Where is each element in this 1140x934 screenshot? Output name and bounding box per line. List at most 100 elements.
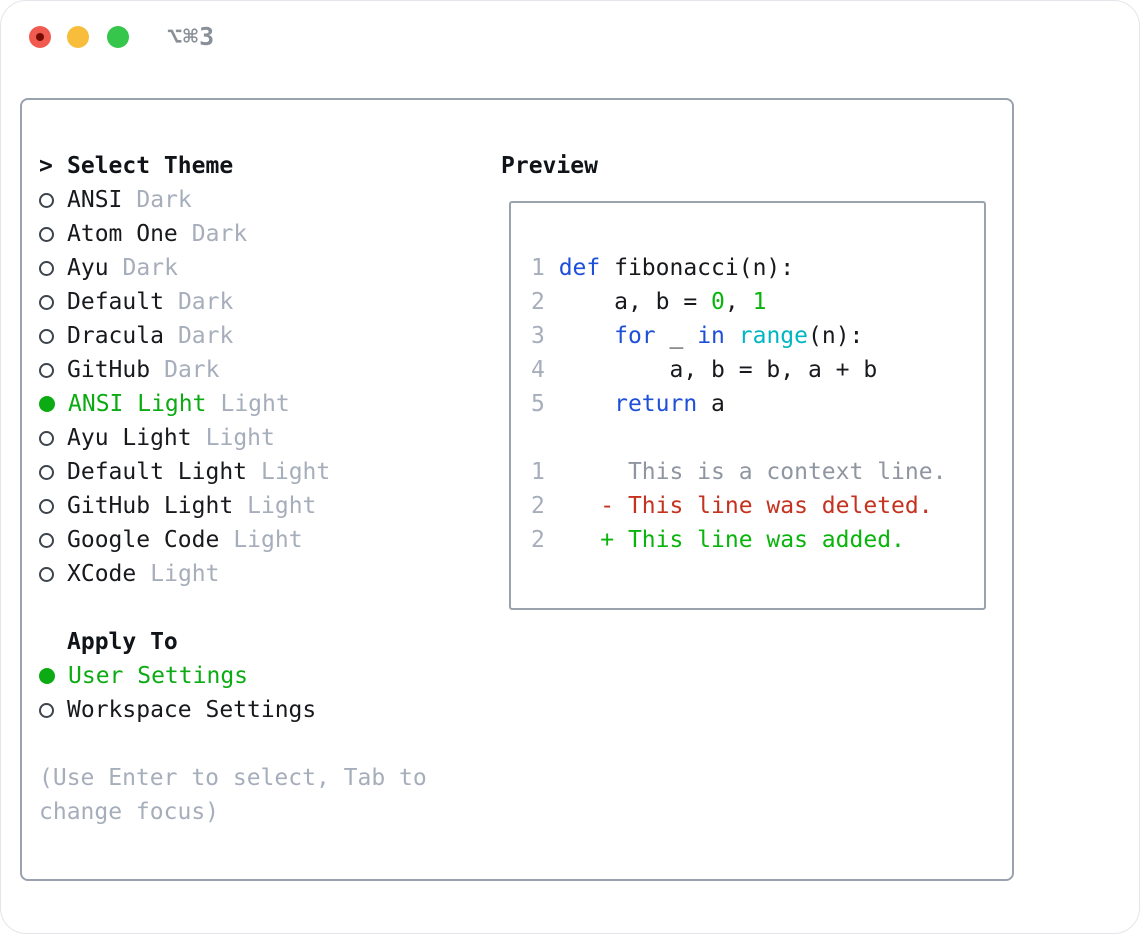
line-number: 3 <box>531 323 559 349</box>
window-title: ⌥⌘3 <box>167 22 216 51</box>
theme-option-ansi[interactable]: ANSI Dark <box>39 183 427 217</box>
diff-deleted-line: 2 - This line was deleted. <box>531 489 984 523</box>
cursor-caret-icon: > <box>39 153 53 179</box>
apply-option-label: Workspace Settings <box>67 697 317 723</box>
theme-name: Ayu <box>67 255 109 281</box>
line-number: 2 <box>531 289 559 315</box>
theme-name: Dracula <box>67 323 164 349</box>
theme-variant: Light <box>205 425 275 451</box>
radio-unselected-icon <box>39 226 54 242</box>
theme-name: Default Light <box>67 459 248 485</box>
radio-unselected-icon <box>39 430 54 446</box>
code-token: _ <box>655 323 698 349</box>
diff-added-line: 2 + This line was added. <box>531 523 984 557</box>
theme-name: Ayu Light <box>67 425 192 451</box>
apply-option-label: User Settings <box>68 663 249 689</box>
code-token: in <box>697 323 725 349</box>
code-token: 0 <box>711 289 725 315</box>
code-token: This is a context line. <box>558 459 947 485</box>
theme-variant: Dark <box>122 255 178 281</box>
select-theme-title: Select Theme <box>67 153 234 179</box>
theme-option-github[interactable]: GitHub Dark <box>39 353 427 387</box>
code-token <box>725 323 739 349</box>
theme-variant: Dark <box>191 221 248 247</box>
line-number: 4 <box>531 357 559 383</box>
theme-variant: Dark <box>177 323 234 349</box>
code-line-1: 1 def fibonacci(n): <box>531 251 984 285</box>
theme-variant: Light <box>233 527 303 553</box>
code-token: a, b = <box>558 289 712 315</box>
theme-name: GitHub Light <box>67 493 234 519</box>
theme-name: XCode <box>67 561 137 587</box>
line-number: 2 <box>531 527 559 553</box>
diff-context-line: 1 This is a context line. <box>531 455 984 489</box>
code-token: a, b = b, a + b <box>558 357 878 383</box>
theme-name: GitHub <box>67 357 151 383</box>
code-token: for <box>614 323 656 349</box>
code-token: range <box>738 323 808 349</box>
theme-option-ayu-light[interactable]: Ayu Light Light <box>39 421 427 455</box>
theme-variant: Light <box>261 459 331 485</box>
code-line-5: 5 return a <box>531 387 984 421</box>
line-number <box>531 425 545 451</box>
code-token: return <box>614 391 698 417</box>
theme-name: Atom One <box>67 221 178 247</box>
theme-option-default[interactable]: Default Dark <box>39 285 427 319</box>
theme-option-github-light[interactable]: GitHub Light Light <box>39 489 427 523</box>
theme-list: ANSI Dark Atom One Dark Ayu Dark Default Dark Dr… <box>39 183 427 591</box>
radio-selected-icon <box>39 668 55 684</box>
apply-option-workspace-settings[interactable]: Workspace Settings <box>39 693 427 727</box>
code-preview: 1 def fibonacci(n): 2 a, b = 0, 1 3 for _ … <box>531 251 984 557</box>
hint-line: (Use Enter to select, Tab to <box>39 765 427 791</box>
theme-option-default-light[interactable]: Default Light Light <box>39 455 427 489</box>
apply-to-header: Apply To <box>67 629 178 655</box>
line-number: 1 <box>531 255 559 281</box>
preview-header: Preview <box>501 153 598 179</box>
radio-unselected-icon <box>39 260 54 276</box>
code-token: (n): <box>808 323 864 349</box>
theme-option-google-code[interactable]: Google Code Light <box>39 523 427 557</box>
code-line-3: 3 for _ in range(n): <box>531 319 984 353</box>
maximize-button[interactable] <box>107 26 129 48</box>
code-token: - This line was deleted. <box>558 493 933 519</box>
line-number: 5 <box>531 391 559 417</box>
theme-name: Google Code <box>67 527 220 553</box>
code-token: 1 <box>752 289 767 315</box>
radio-unselected-icon <box>39 192 54 208</box>
theme-variant: Dark <box>136 187 192 213</box>
close-button[interactable] <box>29 26 51 48</box>
theme-option-xcode[interactable]: XCode Light <box>39 557 427 591</box>
theme-variant: Light <box>150 561 220 587</box>
theme-option-atom-one[interactable]: Atom One Dark <box>39 217 427 251</box>
theme-variant: Light <box>247 493 317 519</box>
code-token: a <box>697 391 725 417</box>
minimize-button[interactable] <box>67 26 89 48</box>
radio-unselected-icon <box>39 702 54 718</box>
theme-option-ansi-light[interactable]: ANSI Light Light <box>39 387 427 421</box>
preview-pane: 1 def fibonacci(n): 2 a, b = 0, 1 3 for _ … <box>509 201 986 610</box>
blank-line <box>531 421 984 455</box>
hint-line: change focus) <box>39 799 220 825</box>
theme-variant: Dark <box>177 289 234 315</box>
theme-name: Default <box>67 289 164 315</box>
radio-unselected-icon <box>39 328 54 344</box>
radio-unselected-icon <box>39 464 54 480</box>
hint-text: (Use Enter to select, Tab to change focus… <box>39 761 427 829</box>
radio-unselected-icon <box>39 498 54 514</box>
radio-unselected-icon <box>39 294 54 310</box>
code-token: def <box>558 255 601 281</box>
code-token: fibonacci(n): <box>600 255 795 281</box>
code-token <box>559 323 614 349</box>
code-line-4: 4 a, b = b, a + b <box>531 353 984 387</box>
theme-name: ANSI <box>67 187 123 213</box>
theme-option-dracula[interactable]: Dracula Dark <box>39 319 427 353</box>
code-token <box>559 391 614 417</box>
select-theme-header: > Select Theme <box>39 149 427 183</box>
code-token: , <box>724 289 753 315</box>
radio-unselected-icon <box>39 566 54 582</box>
theme-name: ANSI Light <box>68 391 207 417</box>
theme-panel: > Select Theme ANSI Dark Atom One Dark Ayu Dar… <box>39 149 427 829</box>
apply-option-user-settings[interactable]: User Settings <box>39 659 427 693</box>
theme-option-ayu[interactable]: Ayu Dark <box>39 251 427 285</box>
